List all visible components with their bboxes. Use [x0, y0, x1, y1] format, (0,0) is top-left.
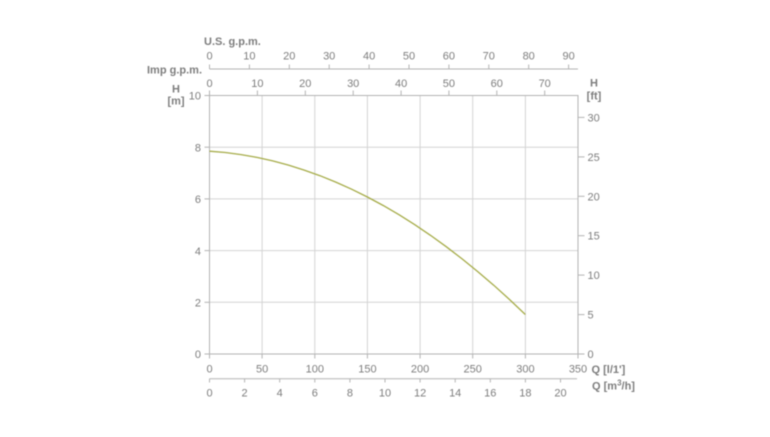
svg-text:25: 25 [588, 152, 600, 164]
svg-text:14: 14 [449, 388, 461, 400]
svg-text:30: 30 [347, 78, 359, 90]
svg-text:16: 16 [484, 388, 496, 400]
svg-text:0: 0 [206, 51, 212, 63]
svg-text:200: 200 [411, 364, 429, 376]
svg-text:350: 350 [569, 364, 587, 376]
svg-text:10: 10 [189, 91, 201, 103]
svg-text:10: 10 [379, 388, 391, 400]
svg-text:15: 15 [588, 231, 600, 243]
svg-text:6: 6 [312, 388, 318, 400]
svg-text:H: H [172, 84, 180, 96]
svg-text:300: 300 [516, 364, 534, 376]
svg-text:0: 0 [206, 78, 212, 90]
svg-text:60: 60 [491, 78, 503, 90]
svg-text:10: 10 [251, 78, 263, 90]
svg-text:0: 0 [206, 388, 212, 400]
svg-text:20: 20 [299, 78, 311, 90]
svg-text:20: 20 [554, 388, 566, 400]
svg-text:50: 50 [443, 78, 455, 90]
svg-text:U.S. g.p.m.: U.S. g.p.m. [204, 36, 261, 48]
svg-text:8: 8 [347, 388, 353, 400]
svg-text:30: 30 [588, 112, 600, 124]
svg-text:0: 0 [195, 349, 201, 361]
svg-text:5: 5 [588, 310, 594, 322]
svg-text:20: 20 [588, 191, 600, 203]
svg-text:12: 12 [414, 388, 426, 400]
svg-text:90: 90 [562, 51, 574, 63]
svg-text:50: 50 [403, 51, 415, 63]
svg-text:100: 100 [306, 364, 324, 376]
svg-text:40: 40 [363, 51, 375, 63]
svg-text:18: 18 [519, 388, 531, 400]
svg-text:[ft]: [ft] [587, 91, 602, 103]
svg-text:150: 150 [358, 364, 376, 376]
svg-text:Imp g.p.m.: Imp g.p.m. [147, 65, 202, 77]
svg-text:H: H [590, 78, 598, 90]
svg-text:4: 4 [277, 388, 283, 400]
svg-text:Q [m3/h]: Q [m3/h] [592, 379, 635, 393]
svg-text:10: 10 [243, 51, 255, 63]
svg-text:50: 50 [256, 364, 268, 376]
svg-text:70: 70 [539, 78, 551, 90]
svg-text:2: 2 [242, 388, 248, 400]
svg-text:0: 0 [588, 349, 594, 361]
svg-text:[m]: [m] [167, 96, 184, 108]
svg-text:70: 70 [483, 51, 495, 63]
svg-text:60: 60 [443, 51, 455, 63]
svg-text:8: 8 [195, 142, 201, 154]
svg-text:10: 10 [588, 270, 600, 282]
svg-text:20: 20 [283, 51, 295, 63]
svg-text:80: 80 [523, 51, 535, 63]
svg-text:30: 30 [323, 51, 335, 63]
svg-text:40: 40 [395, 78, 407, 90]
svg-text:Q [l/1']: Q [l/1'] [592, 364, 626, 376]
svg-text:2: 2 [195, 298, 201, 310]
svg-text:0: 0 [206, 364, 212, 376]
svg-text:250: 250 [464, 364, 482, 376]
svg-text:4: 4 [195, 246, 201, 258]
svg-text:6: 6 [195, 194, 201, 206]
